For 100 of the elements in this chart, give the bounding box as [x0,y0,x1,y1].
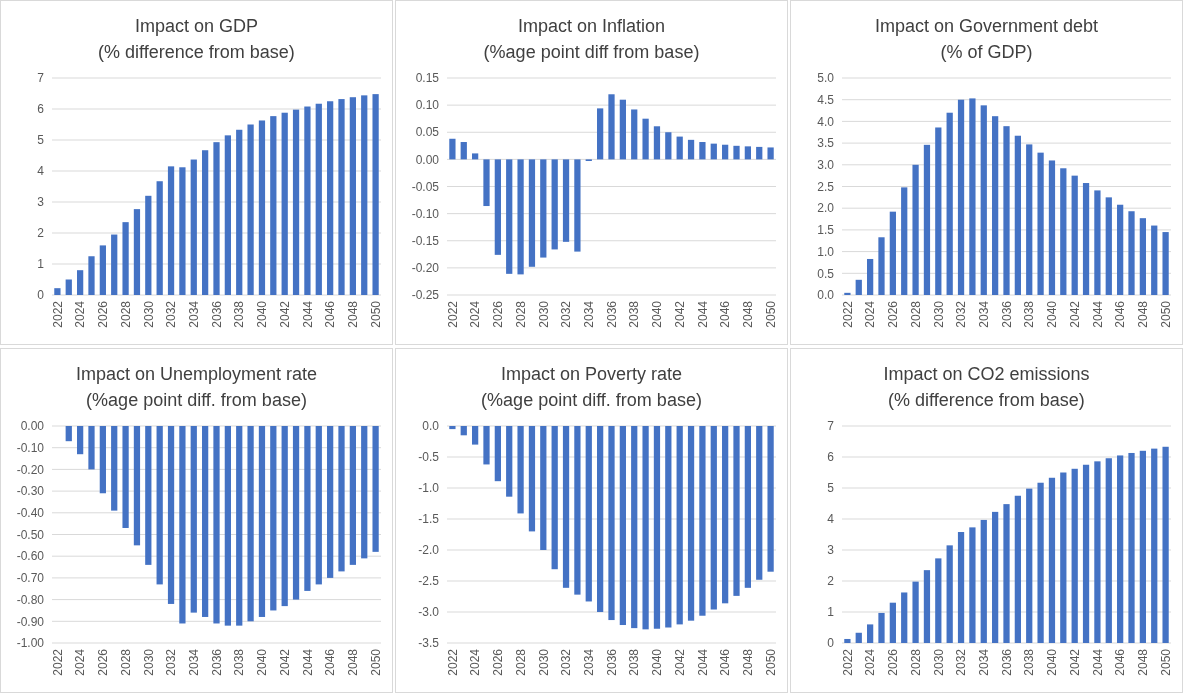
x-tick-label: 2030 [141,300,156,328]
x-tick-label: 2048 [741,648,756,676]
bar [1094,461,1101,643]
x-tick-label: 2032 [559,300,574,328]
bar [156,181,163,295]
bar [1082,464,1090,643]
x-tick-label: 2038 [1022,648,1037,676]
y-tick-label: 4 [37,164,45,179]
y-tick-label: 0.0 [817,288,835,303]
bar [597,108,604,160]
x-tick-label: 2026 [491,300,506,328]
bar [372,94,379,295]
x-tick-label: 2034 [976,300,991,328]
y-tick-label: 0 [827,636,835,651]
bar [54,288,61,295]
x-tick-label: 2030 [536,300,551,328]
bar [1139,450,1146,643]
bar [292,109,300,295]
x-tick-label: 2046 [1113,300,1128,328]
x-tick-label: 2034 [186,648,201,676]
y-tick-label: 0.15 [415,71,440,86]
y-tick-label: 1.0 [817,244,835,259]
x-tick-label: 2024 [73,300,88,328]
bar [1014,495,1021,643]
y-tick-label: -0.25 [411,288,440,303]
chart-title: Impact on CO2 emissions [883,364,1090,384]
bar [992,116,999,295]
bar [1048,160,1056,295]
bar [980,105,987,295]
x-tick-label: 2042 [277,648,292,676]
bar [912,581,919,643]
chart-title: Impact on Poverty rate [500,364,683,384]
y-tick-label: -2.0 [418,543,440,558]
bar [270,116,277,295]
y-tick-label: -0.80 [16,592,45,607]
bar [1003,126,1010,295]
y-tick-label: 3 [827,543,835,558]
x-tick-label: 2048 [1136,300,1151,328]
y-tick-label: -0.20 [411,261,440,276]
x-tick-label: 2032 [164,300,179,328]
y-tick-label: -0.5 [418,450,440,465]
x-tick-label: 2030 [931,648,946,676]
chart-title: Impact on Unemployment rate [75,364,318,384]
x-tick-label: 2040 [1045,648,1060,676]
x-tick-label: 2042 [277,300,292,328]
x-tick-label: 2050 [1158,300,1173,328]
x-tick-label: 2028 [513,300,528,328]
bar [867,624,874,643]
y-tick-label: 4.0 [817,114,835,129]
y-tick-label: 2 [37,226,45,241]
bar [1094,190,1101,295]
y-tick-label: -1.00 [16,636,45,651]
x-tick-label: 2050 [763,300,778,328]
bar [1060,472,1067,643]
y-tick-label: 0.05 [415,125,440,140]
y-tick-label: 4.5 [817,92,835,107]
bar [878,237,885,295]
bar [969,98,976,295]
x-tick-label: 2036 [999,648,1014,676]
y-tick-label: 1 [827,605,835,620]
bar [1128,452,1135,643]
bar [665,132,672,160]
y-tick-label: -0.10 [16,440,45,455]
y-tick-label: -0.05 [411,179,440,194]
bar [1037,482,1044,643]
bar [1026,144,1033,295]
x-tick-label: 2030 [536,648,551,676]
x-tick-label: 2028 [908,648,923,676]
bar [1105,197,1112,295]
chart-title: Impact on GDP [134,16,259,36]
y-tick-label: 6 [827,450,835,465]
bar [1071,175,1078,295]
bar [338,99,345,295]
bar [1139,218,1146,295]
x-tick-label: 2024 [468,300,483,328]
bar [1014,135,1021,295]
bar [122,222,129,295]
x-tick-label: 2038 [232,300,247,328]
bar [540,159,547,258]
y-tick-label: 0.00 [20,419,45,434]
bar [756,146,763,160]
bar [111,234,118,295]
bar [1117,455,1124,643]
bar [855,279,862,295]
bar [145,195,152,295]
bar [957,99,965,295]
bar [946,545,953,643]
bar [179,167,186,295]
x-tick-label: 2028 [513,648,528,676]
y-tick-label: 2 [827,574,835,589]
y-tick-label: 3.5 [817,136,835,151]
x-tick-label: 2036 [604,300,619,328]
y-tick-label: 7 [827,419,835,434]
x-tick-label: 2036 [604,648,619,676]
bar [202,150,209,295]
bar [1003,504,1010,643]
bar [528,159,536,267]
y-tick-label: 1.5 [817,223,835,238]
bar [472,153,479,160]
x-tick-label: 2028 [908,300,923,328]
